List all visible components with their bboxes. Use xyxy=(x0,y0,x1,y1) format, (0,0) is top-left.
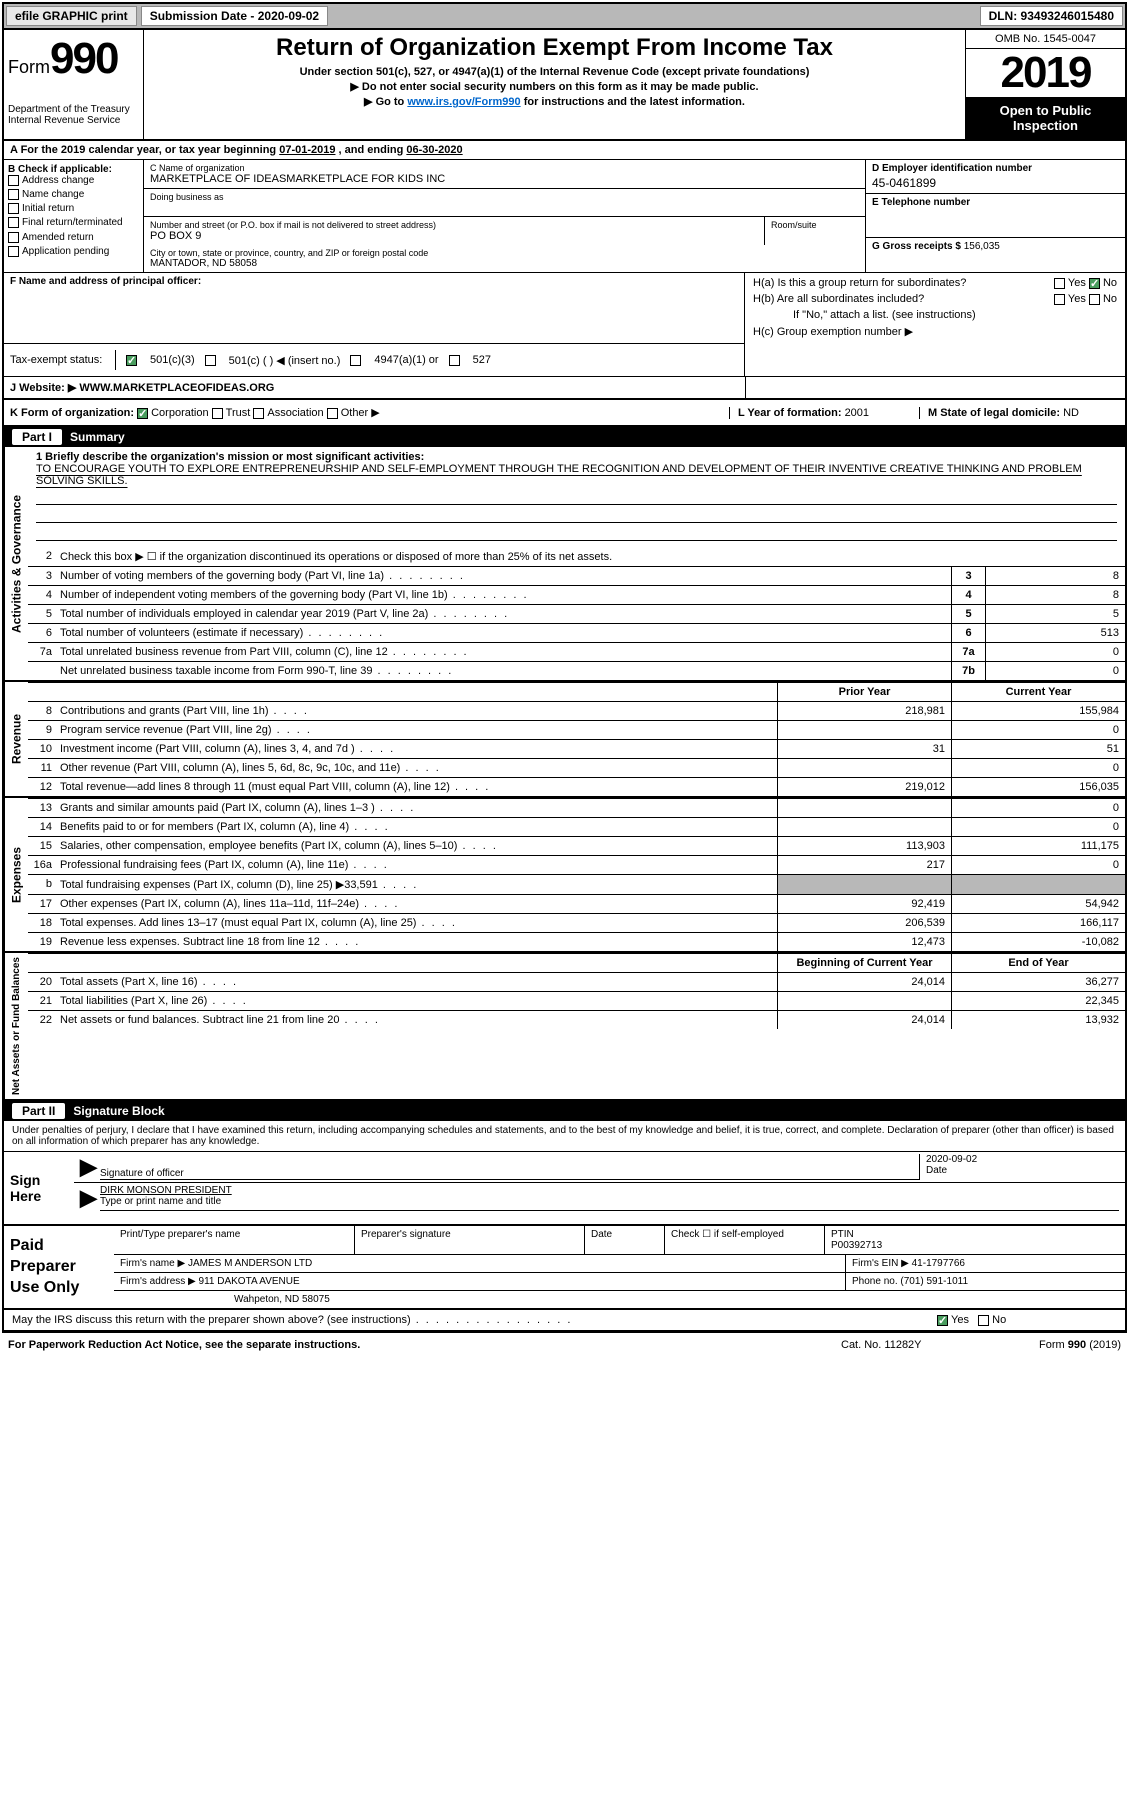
data-row: 17Other expenses (Part IX, column (A), l… xyxy=(28,894,1125,913)
expenses: Expenses 13Grants and similar amounts pa… xyxy=(4,798,1125,953)
org-name: C Name of organization MARKETPLACE OF ID… xyxy=(144,160,865,189)
data-row: 5Total number of individuals employed in… xyxy=(28,604,1125,623)
data-row: 12Total revenue—add lines 8 through 11 (… xyxy=(28,777,1125,796)
line-a: A For the 2019 calendar year, or tax yea… xyxy=(4,141,1125,160)
signature-intro: Under penalties of perjury, I declare th… xyxy=(4,1121,1125,1152)
data-row: 20Total assets (Part X, line 16)24,01436… xyxy=(28,972,1125,991)
header-title: Return of Organization Exempt From Incom… xyxy=(144,30,965,139)
footer: For Paperwork Reduction Act Notice, see … xyxy=(0,1335,1129,1355)
data-row: 3Number of voting members of the governi… xyxy=(28,566,1125,585)
data-row: 7aTotal unrelated business revenue from … xyxy=(28,642,1125,661)
checkbox[interactable] xyxy=(8,189,19,200)
sign-here: Sign Here ▶ Signature of officer 2020-09… xyxy=(4,1152,1125,1226)
checkbox[interactable] xyxy=(205,355,216,366)
data-row: 10Investment income (Part VIII, column (… xyxy=(28,739,1125,758)
data-row: 6Total number of volunteers (estimate if… xyxy=(28,623,1125,642)
data-row: 11Other revenue (Part VIII, column (A), … xyxy=(28,758,1125,777)
dln: DLN: 93493246015480 xyxy=(980,6,1123,26)
checkbox[interactable] xyxy=(449,355,460,366)
activities-governance: Activities & Governance 1 Briefly descri… xyxy=(4,447,1125,682)
submission-date: Submission Date - 2020-09-02 xyxy=(141,6,328,26)
section-bcd: B Check if applicable: Address change Na… xyxy=(4,160,1125,273)
data-row: 13Grants and similar amounts paid (Part … xyxy=(28,798,1125,817)
checkbox[interactable] xyxy=(8,203,19,214)
part2-header: Part IISignature Block xyxy=(4,1101,1125,1121)
header-left: Form990 Department of the Treasury Inter… xyxy=(4,30,144,139)
address-row: Number and street (or P.O. box if mail i… xyxy=(144,217,865,245)
checkbox[interactable] xyxy=(8,175,19,186)
col-h: H(a) Is this a group return for subordin… xyxy=(745,273,1125,376)
data-row: 4Number of independent voting members of… xyxy=(28,585,1125,604)
checkbox[interactable] xyxy=(8,246,19,257)
dba: Doing business as xyxy=(144,189,865,217)
data-row: 21Total liabilities (Part X, line 26)22,… xyxy=(28,991,1125,1010)
data-row: 16aProfessional fundraising fees (Part I… xyxy=(28,855,1125,874)
header-right: OMB No. 1545-0047 2019 Open to Public In… xyxy=(965,30,1125,139)
section-k: K Form of organization: Corporation Trus… xyxy=(4,400,1125,427)
form-header: Form990 Department of the Treasury Inter… xyxy=(4,30,1125,141)
mission: 1 Briefly describe the organization's mi… xyxy=(28,447,1125,547)
efile-button[interactable]: efile GRAPHIC print xyxy=(6,6,137,26)
checkbox[interactable] xyxy=(350,355,361,366)
data-row: 15Salaries, other compensation, employee… xyxy=(28,836,1125,855)
section-j: J Website: ▶ WWW.MARKETPLACEOFIDEAS.ORG xyxy=(4,377,1125,400)
data-row: 22Net assets or fund balances. Subtract … xyxy=(28,1010,1125,1029)
net-assets: Net Assets or Fund Balances Beginning of… xyxy=(4,953,1125,1101)
instructions-link[interactable]: www.irs.gov/Form990 xyxy=(407,96,520,108)
data-row: bTotal fundraising expenses (Part IX, co… xyxy=(28,874,1125,894)
col-c: C Name of organization MARKETPLACE OF ID… xyxy=(144,160,865,272)
data-row: 9Program service revenue (Part VIII, lin… xyxy=(28,720,1125,739)
data-row: 8Contributions and grants (Part VIII, li… xyxy=(28,701,1125,720)
form-990-page: efile GRAPHIC print Submission Date - 20… xyxy=(2,2,1127,1333)
checkbox[interactable] xyxy=(8,232,19,243)
data-row: 18Total expenses. Add lines 13–17 (must … xyxy=(28,913,1125,932)
part1-header: Part ISummary xyxy=(4,427,1125,447)
ein: D Employer identification number 45-0461… xyxy=(866,160,1125,194)
gross-receipts: G Gross receipts $ 156,035 xyxy=(866,238,1125,255)
topbar: efile GRAPHIC print Submission Date - 20… xyxy=(4,4,1125,30)
discuss-row: May the IRS discuss this return with the… xyxy=(4,1310,1125,1331)
data-row: Net unrelated business taxable income fr… xyxy=(28,661,1125,680)
city: City or town, state or province, country… xyxy=(144,245,865,272)
revenue: Revenue Prior YearCurrent Year 8Contribu… xyxy=(4,682,1125,798)
tax-exempt-status: Tax-exempt status: 501(c)(3) 501(c) ( ) … xyxy=(4,343,744,376)
col-f: F Name and address of principal officer:… xyxy=(4,273,745,376)
checkbox[interactable] xyxy=(8,217,19,228)
paid-preparer: Paid Preparer Use Only Print/Type prepar… xyxy=(4,1226,1125,1310)
checkbox-501c3[interactable] xyxy=(126,355,137,366)
data-row: 19Revenue less expenses. Subtract line 1… xyxy=(28,932,1125,951)
col-d: D Employer identification number 45-0461… xyxy=(865,160,1125,272)
col-b: B Check if applicable: Address change Na… xyxy=(4,160,144,272)
section-fgh: F Name and address of principal officer:… xyxy=(4,273,1125,377)
data-row: 14Benefits paid to or for members (Part … xyxy=(28,817,1125,836)
telephone: E Telephone number xyxy=(866,194,1125,238)
